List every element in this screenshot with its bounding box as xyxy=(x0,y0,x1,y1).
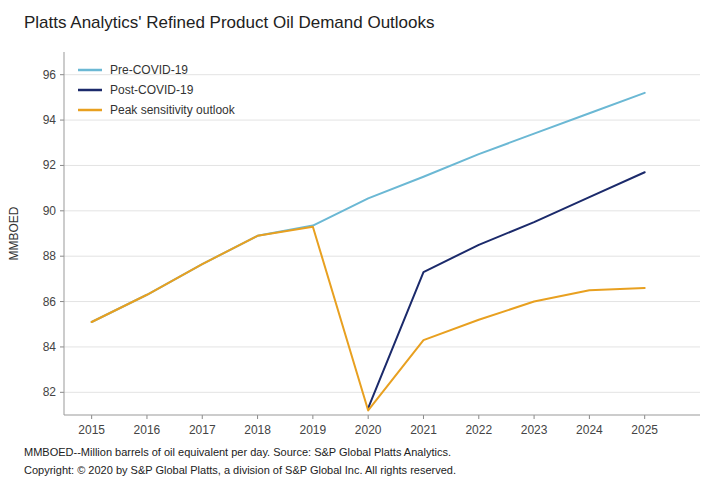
tick-mark xyxy=(257,415,258,419)
tick-label: 2023 xyxy=(521,423,548,437)
tick-label: 90 xyxy=(43,204,57,218)
tick-mark xyxy=(60,256,64,257)
tick-mark xyxy=(202,415,203,419)
legend: Pre-COVID-19 Post-COVID-19 Peak sensitivit… xyxy=(78,63,236,117)
tick-label: 2024 xyxy=(576,423,603,437)
tick-mark xyxy=(534,415,535,419)
tick-mark xyxy=(91,415,92,419)
tick-mark xyxy=(146,415,147,419)
tick-mark xyxy=(60,210,64,211)
annotation: Copyright: © 2020 by S&P Global Platts, … xyxy=(24,464,456,476)
tick-label: 86 xyxy=(43,295,57,309)
tick-mark xyxy=(60,346,64,347)
tick-mark xyxy=(60,301,64,302)
title: Platts Analytics' Refined Product Oil De… xyxy=(24,13,435,32)
tick-label: 94 xyxy=(43,113,57,127)
tick-label: 88 xyxy=(43,249,57,263)
tick-mark xyxy=(60,74,64,75)
tick-label: 2025 xyxy=(631,423,658,437)
tick-label: 2016 xyxy=(134,423,161,437)
grid-line xyxy=(64,301,700,302)
legend-swatch xyxy=(78,109,102,112)
tick-label: 2018 xyxy=(244,423,271,437)
legend-swatch xyxy=(78,89,102,92)
legend-swatch xyxy=(78,69,102,72)
grid-line xyxy=(64,346,700,347)
tick-label: 96 xyxy=(43,68,57,82)
tick-label: 2020 xyxy=(355,423,382,437)
grid-line xyxy=(64,210,700,211)
line xyxy=(92,227,645,411)
tick-label: 84 xyxy=(43,340,57,354)
tick-mark xyxy=(60,120,64,121)
legend-label: Peak sensitivity outlook xyxy=(110,103,236,117)
tick-label: 2017 xyxy=(189,423,216,437)
x-axis-line xyxy=(64,415,700,416)
tick-mark xyxy=(368,415,369,419)
chart: Platts Analytics' Refined Product Oil De… xyxy=(0,0,720,500)
tick-mark xyxy=(589,415,590,419)
tick-mark xyxy=(423,415,424,419)
tick-mark xyxy=(60,392,64,393)
axis-label: MMBOED xyxy=(7,206,21,260)
tick-label: 82 xyxy=(43,385,57,399)
tick-mark xyxy=(478,415,479,419)
tick-mark xyxy=(60,165,64,166)
annotation: MMBOED--Million barrels of oil equivalen… xyxy=(24,446,451,458)
tick-mark xyxy=(644,415,645,419)
legend-label: Pre-COVID-19 xyxy=(110,63,188,77)
axes: 82 84 86 88 90 92 94 96 2015 2016 2017 2018 2019 2020… xyxy=(43,52,700,437)
tick-label: 2021 xyxy=(410,423,437,437)
legend-label: Post-COVID-19 xyxy=(110,83,194,97)
tick-mark xyxy=(312,415,313,419)
grid-line xyxy=(64,165,700,166)
plot-area xyxy=(92,93,645,411)
tick-label: 2019 xyxy=(300,423,327,437)
grid-line xyxy=(64,256,700,257)
tick-label: 2015 xyxy=(78,423,105,437)
tick-label: 92 xyxy=(43,158,57,172)
tick-label: 2022 xyxy=(465,423,492,437)
line xyxy=(92,93,645,322)
grid-line xyxy=(64,120,700,121)
y-axis-line xyxy=(64,52,65,415)
